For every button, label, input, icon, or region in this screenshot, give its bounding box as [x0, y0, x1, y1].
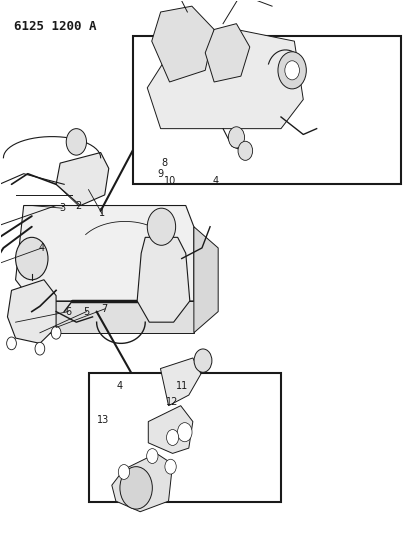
Polygon shape: [32, 301, 194, 333]
Text: 1: 1: [99, 208, 105, 219]
Text: 3: 3: [59, 203, 65, 213]
Polygon shape: [147, 29, 303, 128]
Polygon shape: [137, 237, 190, 322]
Polygon shape: [16, 206, 194, 301]
Circle shape: [120, 467, 152, 509]
Text: 9: 9: [157, 169, 164, 179]
Circle shape: [147, 208, 175, 245]
Circle shape: [285, 61, 299, 80]
Text: 10: 10: [164, 175, 176, 185]
Circle shape: [238, 141, 253, 160]
Polygon shape: [194, 227, 218, 333]
Text: 6125 1200 A: 6125 1200 A: [13, 20, 96, 33]
Circle shape: [166, 430, 179, 446]
Text: 8: 8: [162, 158, 168, 168]
Text: 4: 4: [212, 175, 218, 185]
Polygon shape: [160, 358, 201, 406]
Circle shape: [146, 449, 158, 464]
Polygon shape: [56, 152, 109, 206]
Bar: [89, 373, 281, 503]
Circle shape: [35, 342, 45, 355]
Text: 13: 13: [97, 415, 109, 425]
Bar: [133, 36, 401, 184]
Text: 5: 5: [83, 306, 90, 317]
Circle shape: [177, 423, 192, 442]
Circle shape: [194, 349, 212, 372]
Circle shape: [165, 459, 176, 474]
Polygon shape: [205, 23, 250, 82]
Circle shape: [278, 52, 306, 89]
Text: 12: 12: [166, 397, 178, 407]
Circle shape: [66, 128, 86, 155]
Polygon shape: [7, 280, 56, 343]
Circle shape: [7, 337, 16, 350]
Circle shape: [118, 465, 130, 479]
Text: 4: 4: [117, 381, 123, 391]
Circle shape: [51, 326, 61, 339]
Text: 4: 4: [39, 243, 45, 253]
Text: 6: 6: [65, 306, 71, 317]
Circle shape: [228, 127, 244, 148]
Circle shape: [16, 237, 48, 280]
Polygon shape: [112, 454, 173, 512]
Text: 11: 11: [175, 381, 188, 391]
Polygon shape: [148, 406, 193, 454]
Text: 7: 7: [102, 304, 108, 314]
Text: 2: 2: [75, 200, 82, 211]
Polygon shape: [152, 6, 214, 82]
